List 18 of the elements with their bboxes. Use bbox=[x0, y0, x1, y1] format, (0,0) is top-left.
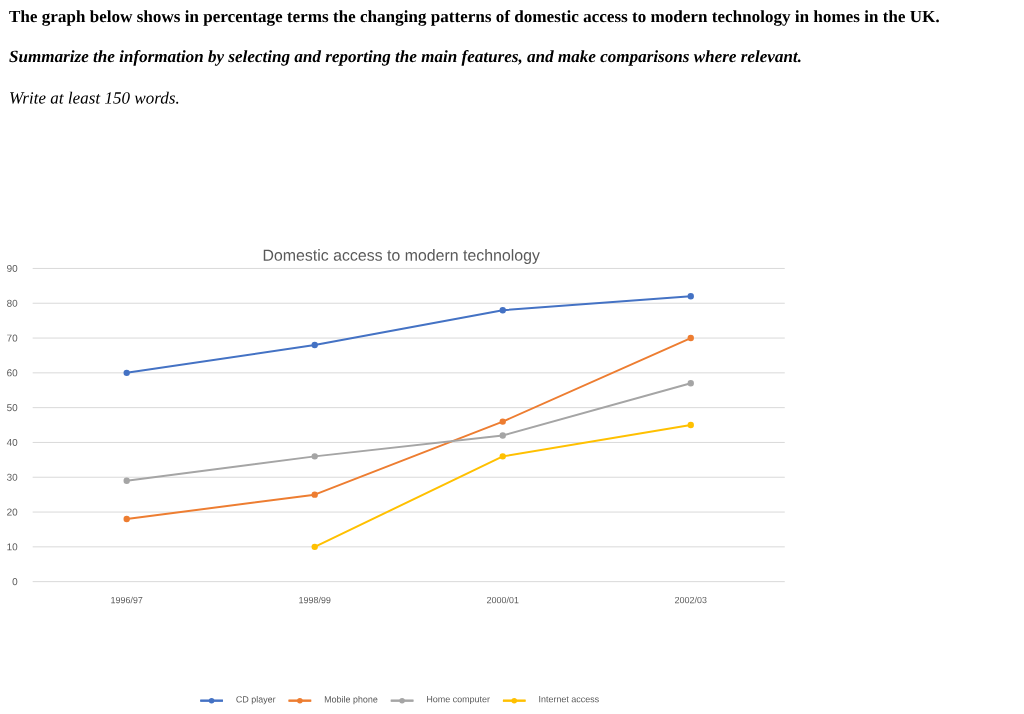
point bbox=[311, 491, 318, 499]
point bbox=[123, 477, 130, 485]
point bbox=[311, 543, 318, 551]
point bbox=[687, 380, 694, 387]
text: The graph below shows in percentage terms the changing patterns of domestic access to modern technology in homes in the UK. bbox=[9, 10, 939, 27]
text: Summarize the information by selecting and reporting the main features, and make comparisons where relevant. bbox=[9, 50, 801, 67]
point bbox=[499, 453, 506, 460]
point bbox=[687, 335, 694, 342]
point bbox=[499, 432, 506, 439]
point bbox=[123, 369, 130, 377]
point bbox=[687, 422, 694, 429]
text: Write at least 150 words. bbox=[10, 92, 179, 105]
point bbox=[123, 516, 130, 523]
point bbox=[499, 418, 506, 426]
point bbox=[311, 453, 318, 460]
point bbox=[311, 342, 318, 349]
point bbox=[499, 307, 506, 314]
point bbox=[687, 293, 694, 300]
